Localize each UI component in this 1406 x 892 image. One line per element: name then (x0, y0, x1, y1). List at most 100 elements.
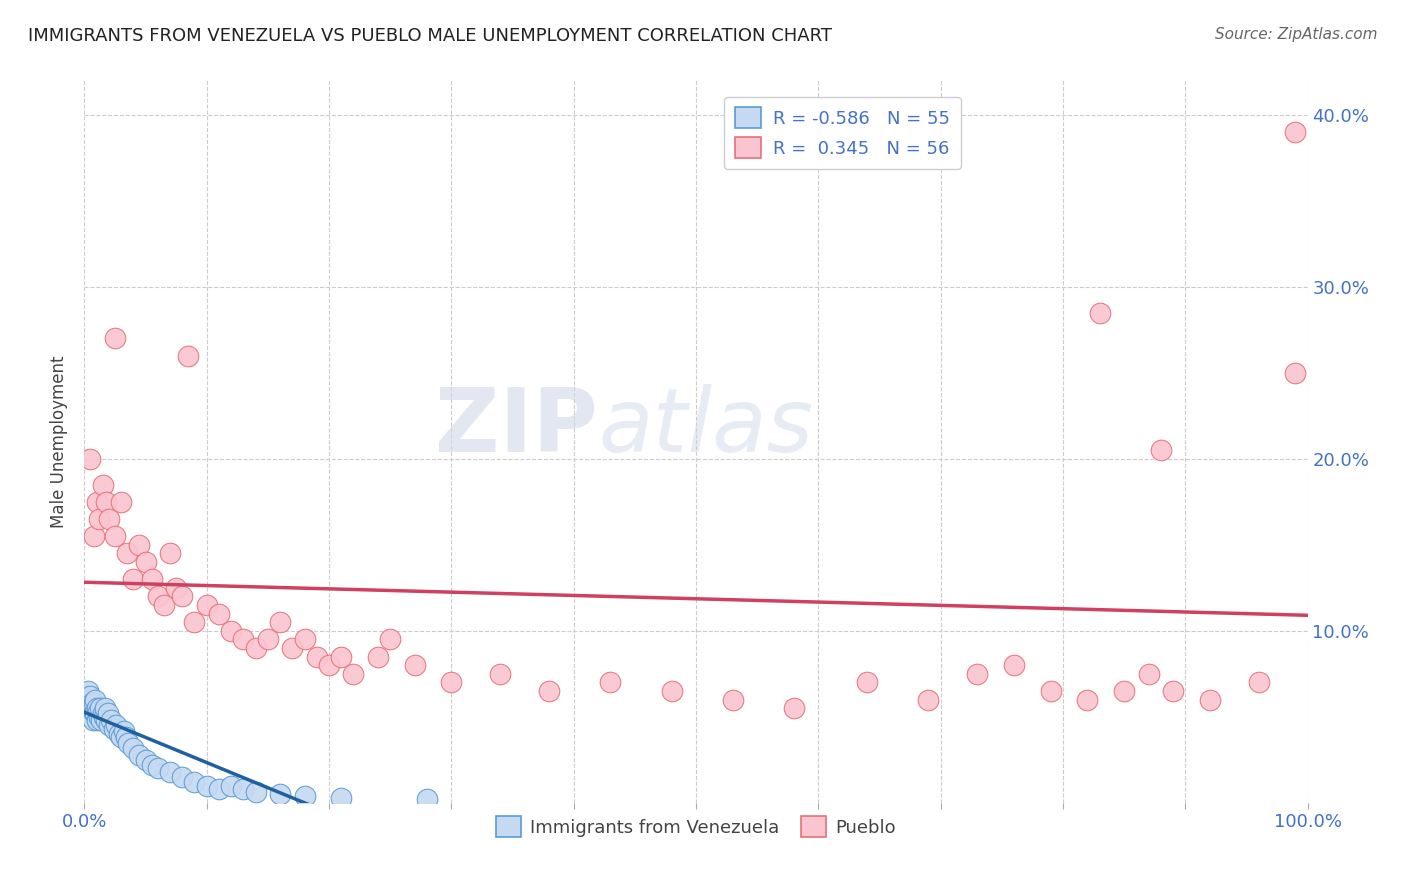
Point (599, 675, 621, 690)
Point (77, 692, 100, 706)
Point (110, 494, 132, 508)
Point (77, 684, 100, 698)
Point (122, 740, 145, 755)
Point (97, 718, 120, 732)
Point (122, 572, 145, 586)
Point (269, 787, 291, 801)
Point (86, 713, 108, 727)
Text: ZIP: ZIP (436, 384, 598, 471)
Point (105, 718, 128, 732)
Point (141, 758, 163, 772)
Point (416, 792, 439, 806)
Point (153, 598, 176, 612)
Point (83, 529, 105, 543)
Point (97, 512, 120, 526)
Point (183, 775, 205, 789)
Point (1002, 658, 1025, 673)
Point (128, 538, 150, 552)
Point (104, 529, 127, 543)
Point (87, 710, 110, 724)
Text: IMMIGRANTS FROM VENEZUELA VS PUEBLO MALE UNEMPLOYMENT CORRELATION CHART: IMMIGRANTS FROM VENEZUELA VS PUEBLO MALE… (28, 27, 832, 45)
Point (1088, 305, 1111, 319)
Point (86, 701, 108, 715)
Point (1076, 692, 1098, 706)
Point (86, 494, 108, 508)
Point (128, 747, 150, 762)
Point (96, 494, 118, 508)
Y-axis label: Male Unemployment: Male Unemployment (51, 355, 69, 528)
Point (83, 705, 105, 719)
Point (159, 764, 181, 779)
Point (404, 658, 426, 673)
Point (117, 735, 139, 749)
Point (177, 349, 200, 363)
Point (1198, 692, 1220, 706)
Point (245, 785, 267, 799)
Point (84, 692, 107, 706)
Point (93, 710, 115, 724)
Point (1284, 366, 1306, 380)
Point (219, 624, 242, 638)
Point (103, 722, 125, 736)
Point (195, 779, 218, 793)
Point (281, 640, 304, 655)
Point (79, 451, 101, 466)
Point (330, 790, 353, 805)
Point (82, 713, 104, 727)
Point (146, 590, 169, 604)
Point (159, 546, 181, 560)
Point (84, 706, 107, 721)
Point (1137, 666, 1160, 681)
Point (856, 675, 879, 690)
Point (79, 701, 101, 715)
Point (208, 782, 231, 797)
Point (661, 684, 683, 698)
Point (165, 581, 187, 595)
Point (110, 731, 132, 745)
Point (135, 753, 157, 767)
Point (1150, 443, 1173, 458)
Point (94, 701, 117, 715)
Point (318, 658, 340, 673)
Point (91, 706, 114, 721)
Point (1284, 125, 1306, 139)
Point (80, 696, 103, 710)
Point (721, 692, 744, 706)
Point (104, 331, 127, 345)
Point (87, 705, 110, 719)
Point (172, 770, 194, 784)
Point (82, 701, 104, 715)
Point (135, 555, 157, 569)
Point (538, 684, 561, 698)
Point (112, 723, 135, 738)
Point (83, 696, 105, 710)
Point (305, 649, 328, 664)
Point (917, 692, 939, 706)
Point (100, 713, 122, 727)
Point (96, 713, 118, 727)
Point (245, 640, 267, 655)
Point (294, 632, 316, 647)
Point (107, 727, 129, 741)
Point (91, 477, 114, 491)
Point (1114, 684, 1136, 698)
Point (75, 696, 97, 710)
Point (1039, 684, 1062, 698)
Point (440, 675, 463, 690)
Point (80, 710, 103, 724)
Point (79, 689, 101, 703)
Point (141, 572, 163, 586)
Point (1247, 675, 1270, 690)
Point (367, 649, 389, 664)
Text: atlas: atlas (598, 384, 813, 470)
Point (232, 632, 254, 647)
Point (294, 789, 316, 803)
Point (257, 632, 280, 647)
Point (90, 713, 112, 727)
Point (489, 666, 512, 681)
Point (76, 689, 98, 703)
Point (183, 615, 205, 630)
Point (89, 701, 111, 715)
Text: Source: ZipAtlas.com: Source: ZipAtlas.com (1215, 27, 1378, 42)
Point (1161, 684, 1184, 698)
